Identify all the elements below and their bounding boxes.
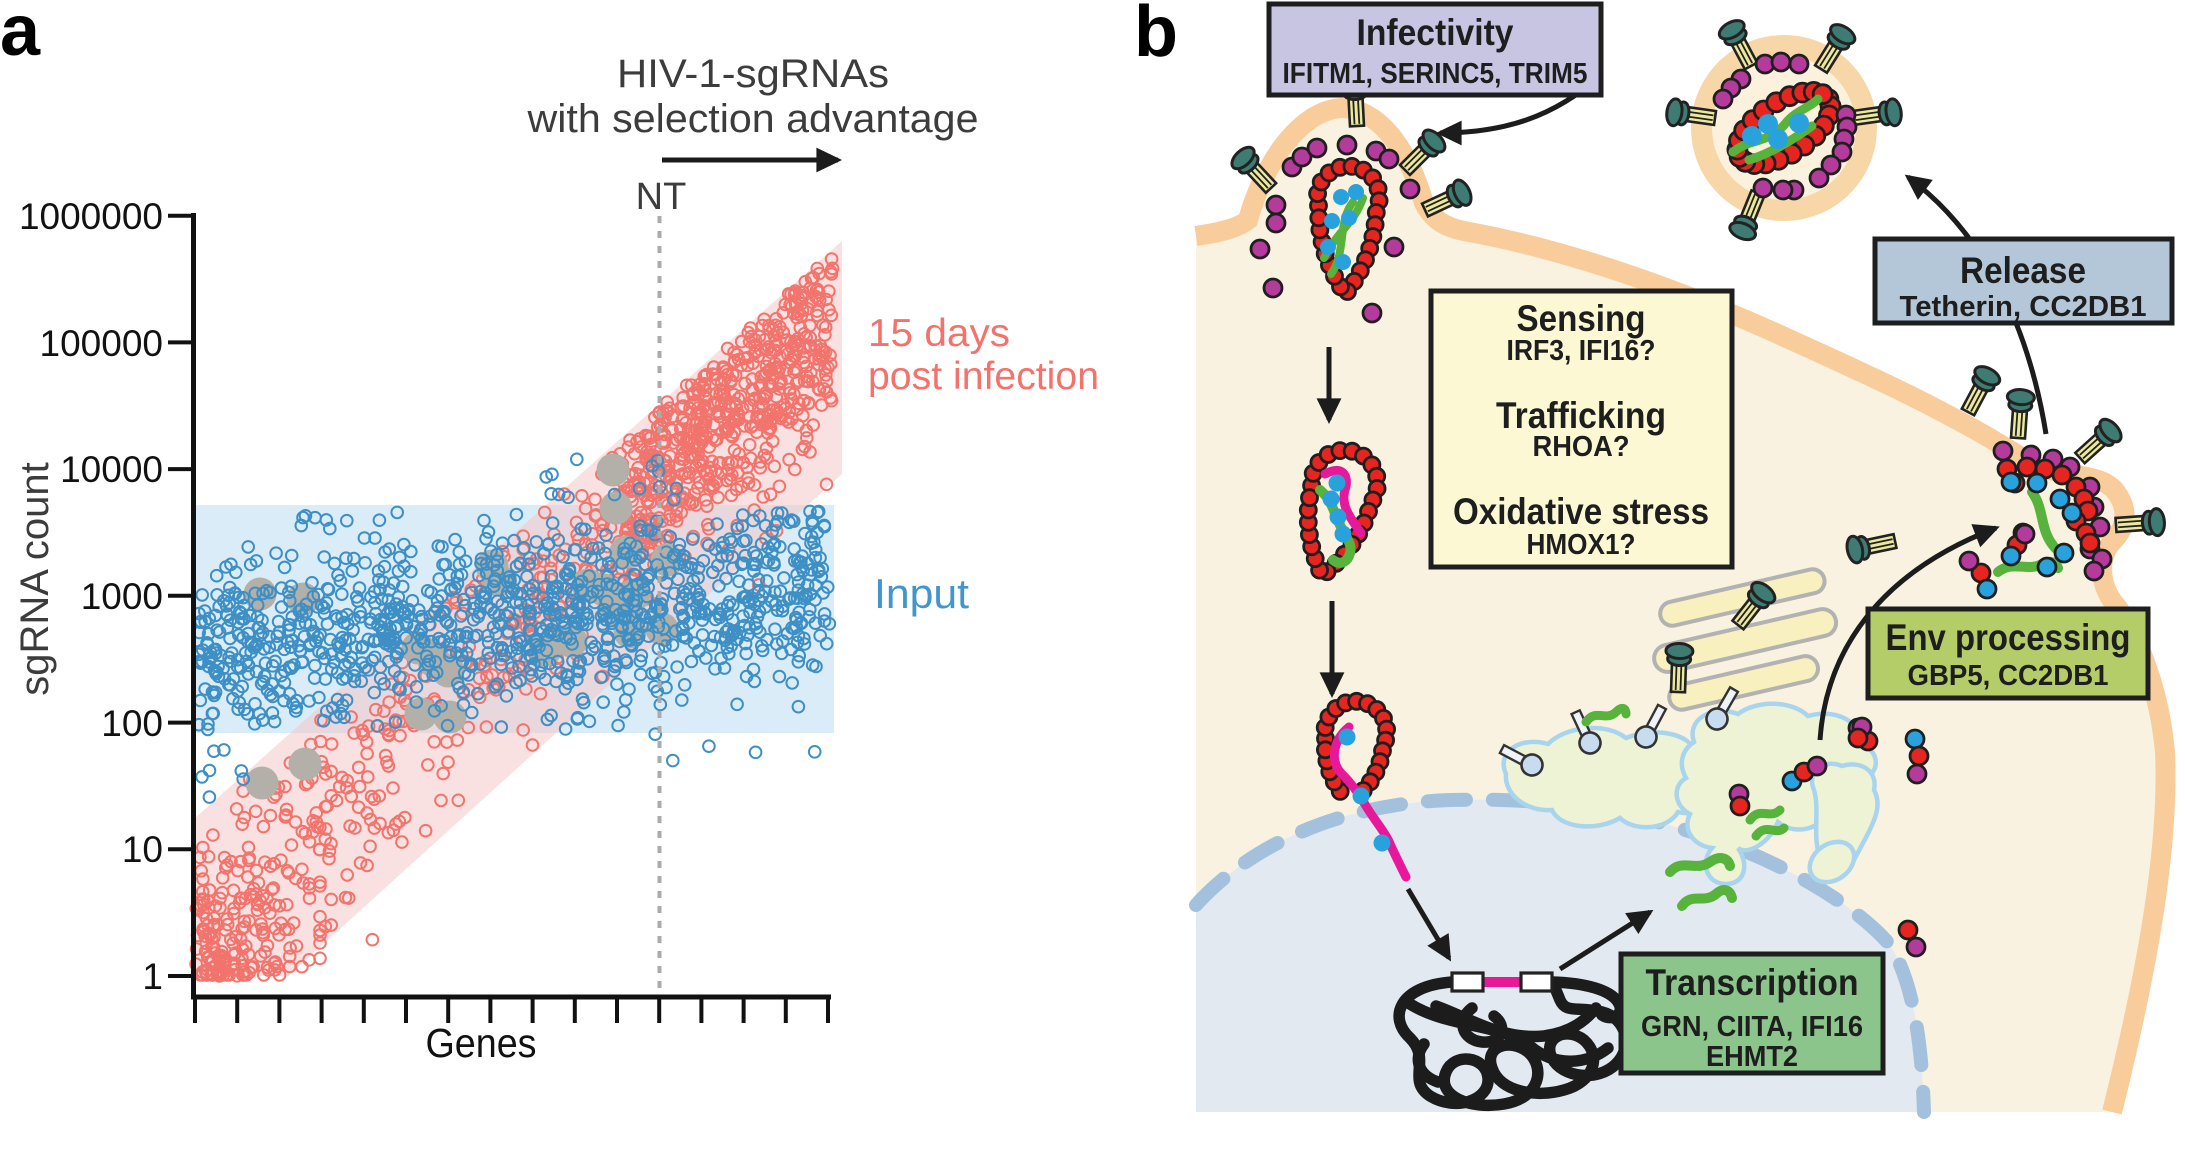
svg-text:Transcription: Transcription <box>1646 962 1859 1003</box>
svg-text:RHOA?: RHOA? <box>1533 431 1630 463</box>
svg-text:1: 1 <box>142 956 163 997</box>
svg-text:1000: 1000 <box>81 576 163 617</box>
svg-text:GBP5, CC2DB1: GBP5, CC2DB1 <box>1908 660 2109 692</box>
svg-text:HIV-1-sgRNAs: HIV-1-sgRNAs <box>617 52 889 96</box>
svg-text:15 days: 15 days <box>868 312 1010 355</box>
svg-text:sgRNA count: sgRNA count <box>13 462 57 695</box>
svg-text:NT: NT <box>636 176 687 218</box>
svg-text:HMOX1?: HMOX1? <box>1527 529 1636 561</box>
svg-text:IFITM1, SERINC5, TRIM5: IFITM1, SERINC5, TRIM5 <box>1283 58 1588 90</box>
svg-text:post infection: post infection <box>868 355 1099 398</box>
svg-text:Tetherin, CC2DB1: Tetherin, CC2DB1 <box>1900 291 2147 323</box>
svg-text:Infectivity: Infectivity <box>1357 12 1514 53</box>
svg-text:10000: 10000 <box>60 449 163 490</box>
svg-text:GRN, CIITA, IFI16: GRN, CIITA, IFI16 <box>1641 1011 1863 1043</box>
svg-text:b: b <box>1134 0 1178 72</box>
svg-text:100: 100 <box>101 703 163 744</box>
svg-text:100000: 100000 <box>40 323 163 364</box>
svg-text:1000000: 1000000 <box>19 196 163 237</box>
svg-text:a: a <box>0 0 41 71</box>
svg-text:10: 10 <box>122 829 163 870</box>
svg-text:Oxidative stress: Oxidative stress <box>1453 491 1709 532</box>
svg-text:Env processing: Env processing <box>1886 617 2131 658</box>
svg-text:with selection advantage: with selection advantage <box>526 97 978 141</box>
svg-text:Input: Input <box>874 570 969 617</box>
svg-text:Genes: Genes <box>426 1020 537 1066</box>
svg-text:EHMT2: EHMT2 <box>1706 1041 1798 1073</box>
svg-text:Trafficking: Trafficking <box>1496 395 1666 436</box>
svg-text:IRF3, IFI16?: IRF3, IFI16? <box>1507 335 1656 367</box>
svg-text:Sensing: Sensing <box>1517 298 1646 339</box>
svg-text:Release: Release <box>1960 250 2086 291</box>
